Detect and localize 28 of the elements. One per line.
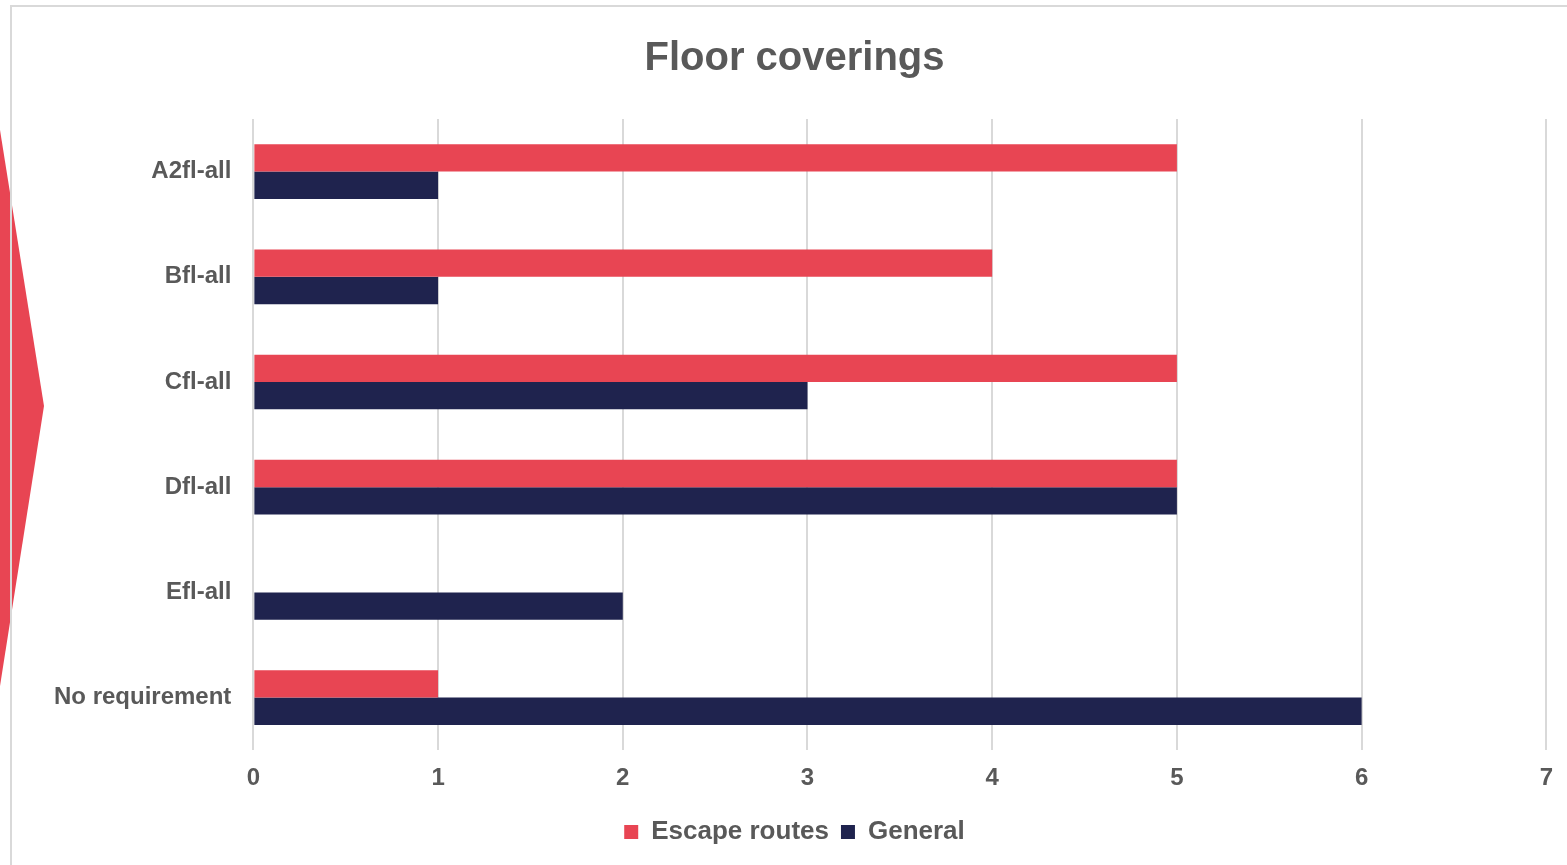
chart-title: Floor coverings (644, 34, 945, 79)
bar (254, 171, 439, 199)
bar (254, 382, 808, 410)
legend-label: Escape routes (651, 815, 829, 846)
x-tick-label: 0 (246, 763, 261, 791)
y-tick-label: Dfl-all (164, 471, 232, 499)
bar (254, 144, 1177, 172)
legend-label: General (867, 815, 965, 846)
bar (254, 276, 439, 305)
bar (254, 487, 1177, 515)
y-tick-label: A2fl-all (151, 156, 232, 184)
x-tick-label: 6 (1354, 763, 1369, 791)
bar (254, 459, 1177, 488)
bar (254, 592, 623, 620)
bar (254, 249, 993, 277)
y-tick-label: No requirement (53, 682, 232, 710)
x-tick-label: 2 (616, 763, 630, 791)
x-tick-label: 3 (800, 763, 815, 791)
y-tick-label: Bfl-all (164, 261, 232, 289)
x-tick-label: 7 (1539, 763, 1554, 791)
bar (254, 670, 439, 698)
x-tick-label: 4 (985, 763, 1000, 791)
x-tick-label: 5 (1170, 763, 1184, 791)
y-tick-label: Efl-all (166, 577, 232, 605)
bar (254, 697, 1362, 725)
bar (254, 354, 1177, 382)
x-tick-label: 1 (431, 763, 445, 791)
y-tick-label: Cfl-all (164, 366, 232, 394)
